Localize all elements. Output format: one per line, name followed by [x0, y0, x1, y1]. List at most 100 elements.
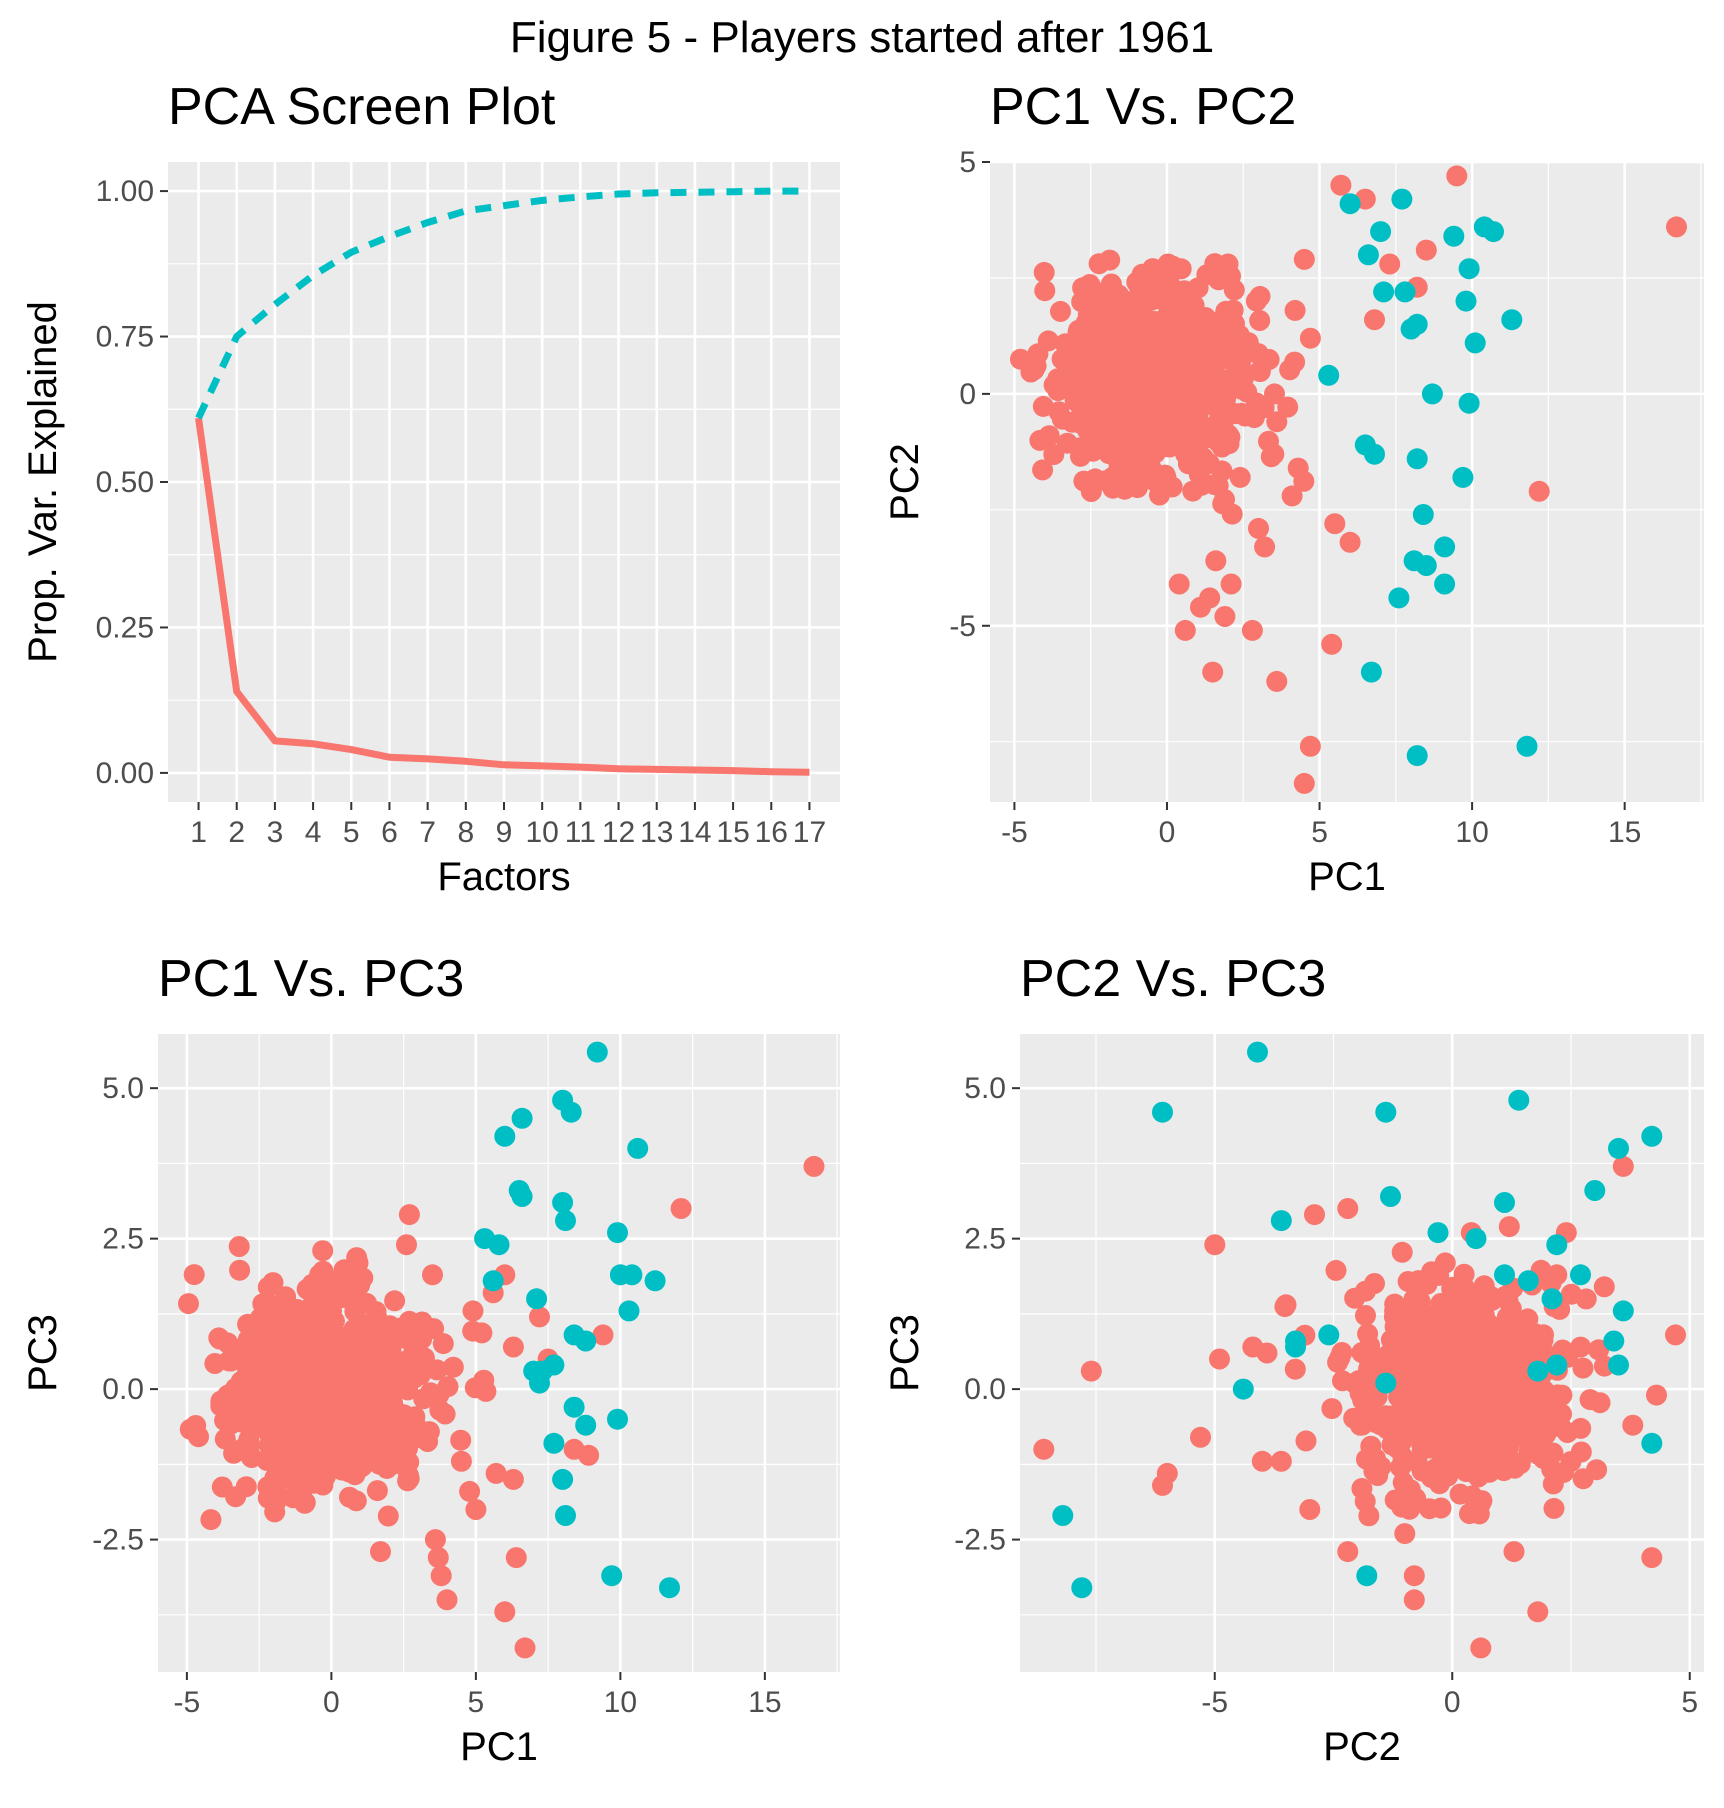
data-point — [294, 1492, 316, 1514]
data-point — [436, 1589, 458, 1611]
data-point — [1281, 485, 1303, 507]
data-point — [1299, 1499, 1321, 1520]
data-point — [1344, 1287, 1366, 1309]
panel-4: PC2 Vs. PC3 -5 0 5 -2.5 0.0 2.5 5.0 PC2 PC3 — [883, 950, 1704, 1769]
data-point — [430, 1565, 452, 1587]
data-point — [1152, 1101, 1173, 1123]
data-point — [357, 1447, 379, 1469]
y-axis-title: Prop. Var. Explained — [21, 301, 65, 663]
data-point — [1202, 661, 1224, 683]
data-point — [1468, 1503, 1490, 1525]
data-point — [291, 1334, 313, 1355]
y-tick-label: 5 — [959, 146, 976, 179]
data-point — [1127, 397, 1149, 419]
data-point — [1458, 392, 1480, 414]
data-point — [1603, 1330, 1625, 1352]
x-tick-label: -5 — [1201, 1686, 1228, 1719]
data-point — [1207, 475, 1229, 497]
data-point — [1208, 375, 1230, 396]
data-point — [1206, 430, 1228, 452]
data-point — [1295, 1430, 1317, 1452]
data-point — [257, 1276, 279, 1298]
data-point — [418, 1421, 440, 1443]
data-point — [1570, 1336, 1592, 1358]
data-point — [306, 1441, 328, 1463]
data-point — [1337, 1198, 1359, 1219]
data-point — [1038, 425, 1060, 447]
data-point — [319, 1320, 341, 1342]
data-point — [511, 1186, 533, 1207]
data-point — [488, 1234, 510, 1256]
series-1 — [1033, 1155, 1686, 1659]
data-point — [384, 1290, 406, 1312]
y-axis-title: PC3 — [21, 1314, 65, 1392]
data-point — [314, 1466, 336, 1488]
data-point — [1324, 513, 1346, 535]
data-point — [308, 1417, 330, 1439]
data-point — [607, 1408, 628, 1430]
x-tick-label: 0 — [1159, 816, 1176, 849]
data-point — [1498, 1436, 1519, 1458]
data-point — [575, 1330, 597, 1352]
data-point — [1364, 309, 1385, 331]
data-point — [644, 1270, 666, 1292]
data-point — [464, 1377, 486, 1399]
data-point — [1318, 364, 1340, 386]
data-point — [1455, 290, 1477, 312]
data-point — [1520, 1377, 1542, 1399]
data-point — [333, 1259, 355, 1281]
data-point — [270, 1460, 292, 1482]
data-point — [334, 1412, 356, 1434]
x-tick-label: 0 — [323, 1686, 340, 1719]
data-point — [1364, 1273, 1385, 1294]
data-point — [1543, 1497, 1565, 1519]
data-point — [1406, 313, 1428, 335]
data-point — [267, 1434, 289, 1456]
y-tick-label: 0.50 — [96, 466, 154, 499]
series-2 — [1318, 188, 1538, 767]
x-tick-label: 0 — [1444, 1686, 1461, 1719]
data-point — [200, 1509, 222, 1531]
data-point — [382, 1317, 404, 1339]
data-point — [1396, 1422, 1418, 1444]
x-tick-label: 10 — [525, 816, 558, 849]
data-point — [494, 1125, 516, 1147]
data-point — [1527, 1360, 1549, 1382]
data-point — [1279, 359, 1301, 381]
data-point — [1666, 216, 1687, 238]
data-point — [450, 1429, 472, 1451]
data-point — [1370, 221, 1392, 243]
data-point — [291, 1302, 313, 1324]
data-point — [1473, 1275, 1495, 1297]
figure-title: Figure 5 - Players started after 1961 — [510, 13, 1214, 62]
data-point — [1339, 193, 1361, 215]
x-tick-label: -5 — [1001, 816, 1028, 849]
data-point — [432, 1333, 454, 1355]
data-point — [333, 1362, 355, 1384]
data-point — [1546, 1354, 1568, 1376]
axes: -5 0 5 10 15 -2.5 0.0 2.5 5.0 PC1 PC3 — [21, 1072, 782, 1769]
data-point — [552, 1468, 574, 1490]
data-point — [1420, 1466, 1442, 1488]
data-point — [1540, 1442, 1562, 1464]
y-tick-label: -2.5 — [954, 1524, 1006, 1557]
data-point — [1593, 1276, 1615, 1298]
data-point — [555, 1505, 576, 1526]
data-point — [1048, 401, 1070, 423]
data-point — [1403, 1589, 1425, 1611]
data-point — [529, 1306, 550, 1328]
data-layer — [1010, 165, 1687, 794]
data-point — [1622, 1414, 1644, 1436]
x-tick-label: 17 — [793, 816, 826, 849]
data-point — [419, 1382, 441, 1404]
y-tick-label: 0.00 — [96, 757, 154, 790]
data-point — [240, 1328, 262, 1350]
data-point — [1465, 1228, 1487, 1250]
data-point — [1142, 258, 1164, 280]
data-point — [1375, 1101, 1397, 1123]
data-point — [1140, 350, 1161, 372]
data-point — [450, 1450, 472, 1472]
data-point — [1426, 1358, 1448, 1380]
data-point — [1482, 1426, 1504, 1448]
data-point — [1446, 165, 1468, 187]
